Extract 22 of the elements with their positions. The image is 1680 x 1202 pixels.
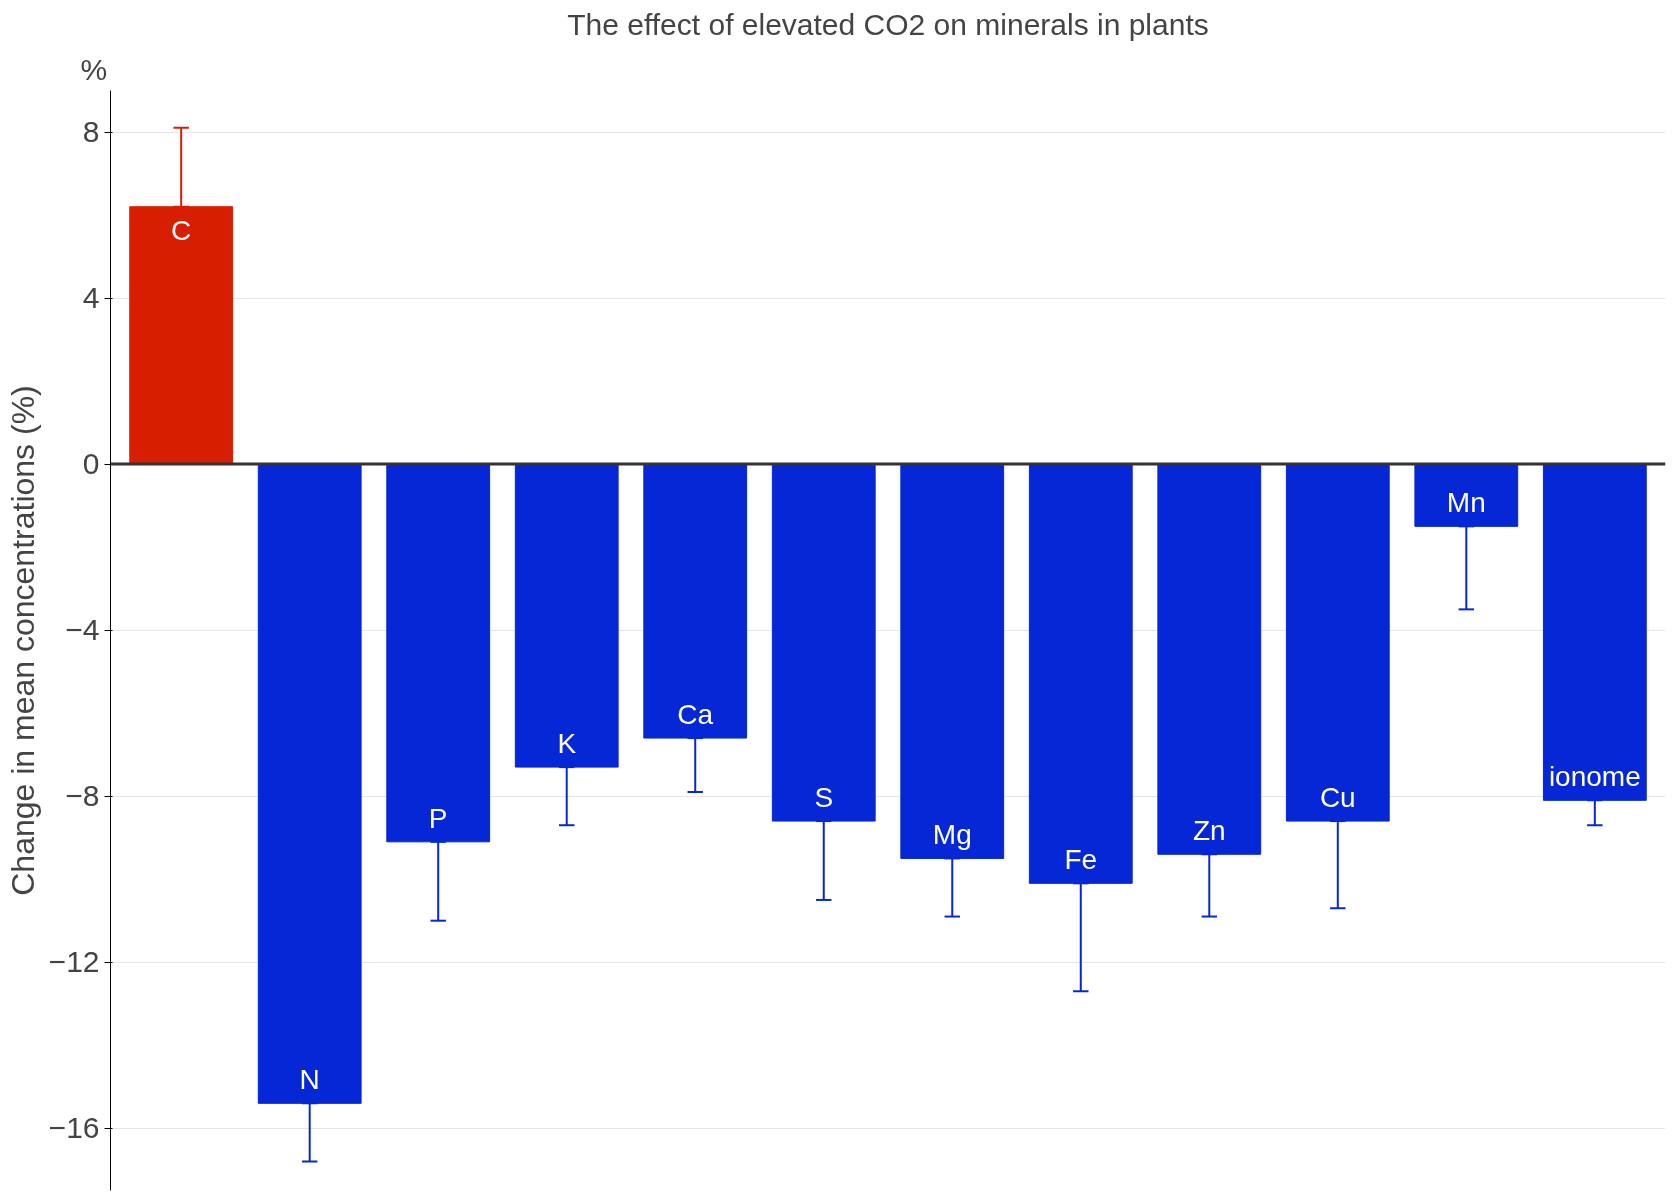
chart-title: The effect of elevated CO2 on minerals in plants <box>567 7 1209 41</box>
x-tick-label: Cu <box>1319 782 1356 814</box>
x-tick-label: Zn <box>1192 815 1226 847</box>
x-tick-label: K <box>557 728 577 760</box>
x-tick-label: N <box>299 1064 320 1096</box>
x-tick-label: C <box>171 214 192 246</box>
y-tick-label: 0 <box>82 447 100 481</box>
x-tick-label: Mg <box>932 819 972 851</box>
y-tick-label: −16 <box>48 1111 100 1145</box>
x-tick-label: S <box>814 782 834 814</box>
y-tick-label: 4 <box>82 281 100 315</box>
y-tick-label: −12 <box>48 945 100 979</box>
x-tick-label: Fe <box>1064 844 1098 876</box>
x-tick-label: P <box>428 802 448 834</box>
y-tick-label: −8 <box>65 779 100 813</box>
y-tick-label: 8 <box>82 115 100 149</box>
y-axis-title: Change in mean concentrations (%) <box>4 385 41 896</box>
y-tick-label: −4 <box>65 613 100 647</box>
text: % <box>80 52 108 86</box>
x-tick-label: ionome <box>1548 761 1641 793</box>
x-tick-label: Mn <box>1446 487 1486 519</box>
x-tick-label: Ca <box>677 699 714 731</box>
